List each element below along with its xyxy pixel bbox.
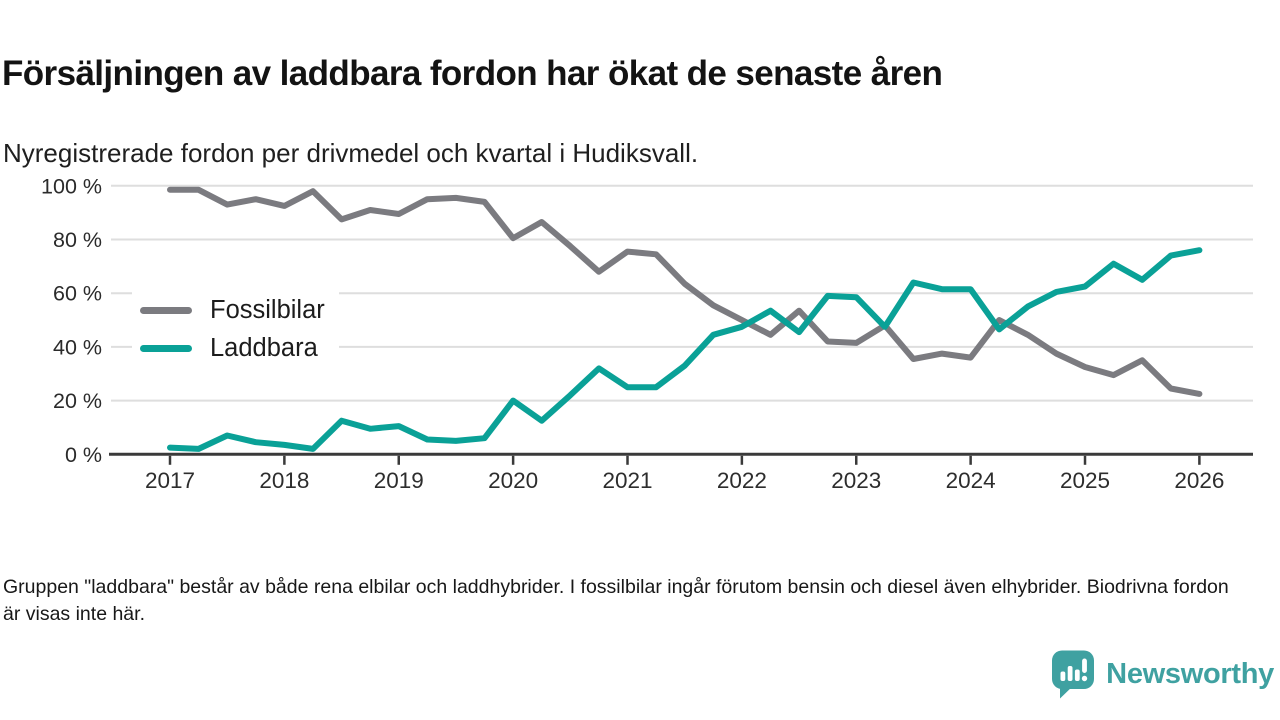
y-axis-tick-label: 100 % (41, 174, 102, 198)
legend-label-fossilbilar: Fossilbilar (210, 295, 325, 324)
legend-item-fossilbilar: Fossilbilar (140, 291, 325, 329)
chart-footnote: Gruppen "laddbara" består av både rena e… (3, 575, 1229, 625)
x-axis-year-label: 2018 (259, 468, 309, 493)
chart-subtitle: Nyregistrerade fordon per drivmedel och … (3, 138, 699, 168)
y-axis-tick-label: 0 % (65, 443, 102, 467)
x-axis-year-label: 2022 (717, 468, 767, 493)
series-line-fossilbilar (167, 186, 1203, 397)
legend-swatch-fossilbilar (140, 306, 192, 314)
y-axis-tick-label: 60 % (53, 282, 102, 306)
legend: Fossilbilar Laddbara (132, 281, 339, 377)
x-axis-year-label: 2020 (488, 468, 538, 493)
line-chart: 0 % 20 % 40 % 60 % 80 % 100 % 2017 2018 2019 2020… (0, 150, 1280, 510)
page-title: Försäljningen av laddbara fordon har öka… (2, 54, 943, 94)
y-axis-tick-label: 20 % (53, 389, 102, 413)
newsworthy-logo-text: Newsworthy (1106, 657, 1274, 690)
y-axis-tick-label: 40 % (53, 335, 102, 359)
x-axis-year-label: 2025 (1060, 468, 1110, 493)
x-axis-year-label: 2024 (946, 468, 996, 493)
legend-item-laddbara: Laddbara (140, 329, 325, 367)
bar-chart-speech-bubble-icon (1052, 650, 1095, 699)
x-axis-year-label: 2021 (602, 468, 652, 493)
x-axis-year-label: 2026 (1174, 468, 1224, 493)
x-axis-year-label: 2017 (145, 468, 195, 493)
y-axis-tick-label: 80 % (53, 228, 102, 252)
legend-swatch-laddbara (140, 344, 192, 352)
newsworthy-logo: Newsworthy (1050, 649, 1274, 699)
legend-label-laddbara: Laddbara (210, 333, 318, 362)
series-line-laddbara (167, 247, 1203, 452)
x-axis-year-label: 2019 (374, 468, 424, 493)
x-axis-year-label: 2023 (831, 468, 881, 493)
